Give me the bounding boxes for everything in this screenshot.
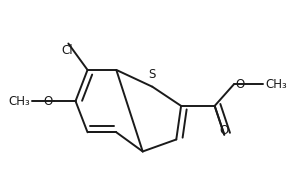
Text: O: O — [236, 78, 245, 91]
Text: O: O — [43, 95, 53, 108]
Text: CH₃: CH₃ — [8, 95, 30, 108]
Text: O: O — [220, 124, 229, 137]
Text: S: S — [149, 68, 156, 81]
Text: CH₃: CH₃ — [265, 78, 287, 91]
Text: Cl: Cl — [61, 43, 73, 57]
